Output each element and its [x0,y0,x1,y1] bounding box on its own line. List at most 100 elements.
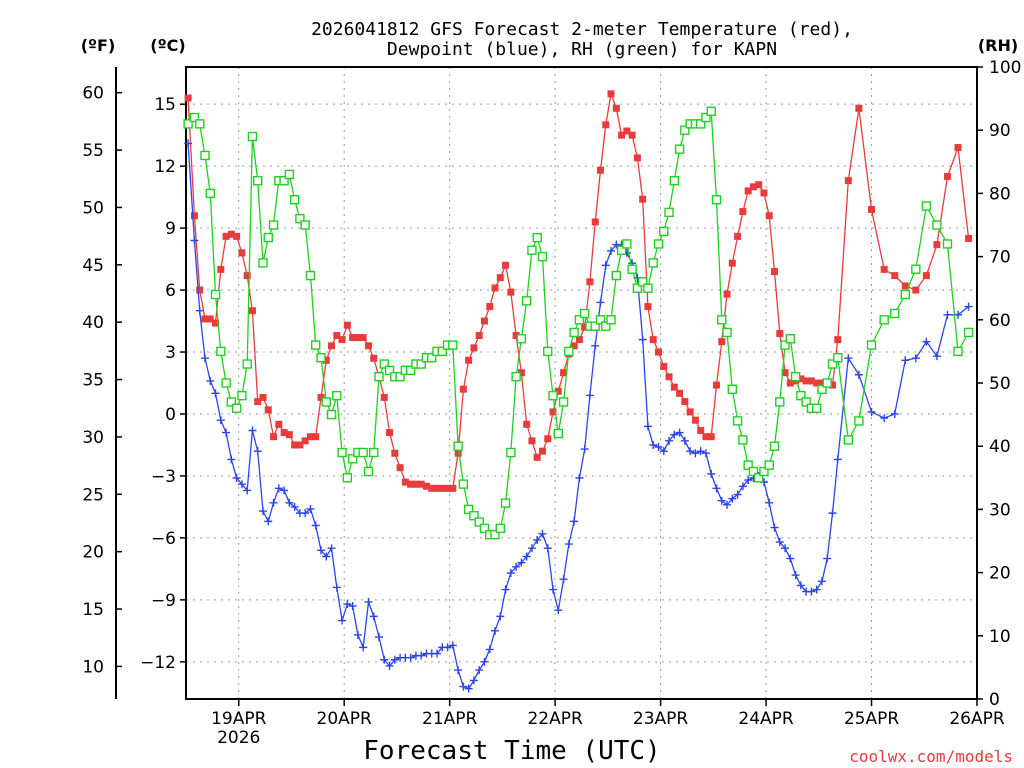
fahrenheit-axis: 60 55 50 45 40 35 30 25 20 15 10 [82,84,122,677]
2-meter-temperature-point [502,261,510,269]
celsius-tick-label: −9 [151,591,176,611]
relative-humidity-point [748,466,759,477]
dewpoint-point [369,612,378,621]
2-meter-temperature-point [586,278,594,286]
dewpoint-point [680,436,689,445]
2-meter-temperature-point [470,344,478,352]
2-meter-temperature-point [333,331,341,339]
relative-humidity-point [369,447,379,458]
dewpoint-point [744,476,753,485]
2-meter-temperature-point [554,387,562,395]
2-meter-temperature-point [206,315,214,323]
relative-humidity-point [727,384,738,395]
relative-humidity-point [237,390,247,401]
dewpoint-point [364,597,373,606]
dewpoint-point [485,645,494,654]
2-meter-temperature-point [943,172,951,180]
celsius-tick-label: 3 [165,343,176,363]
dewpoint-point [443,643,452,652]
relative-humidity-point [890,308,900,319]
2-meter-temperature-point [322,356,330,364]
2-meter-temperature-point [844,177,852,185]
time-tick-label: 21APR [422,709,478,729]
gridlines [186,67,977,699]
2-meter-temperature-point [665,373,673,381]
dewpoint-point [638,335,647,344]
rh-unit-label: (RH) [978,36,1018,55]
time-tick-label: 20APR [317,709,373,729]
2-meter-temperature-point [922,272,930,280]
dewpoint-point [380,655,389,664]
dewpoint-point [506,569,515,578]
relative-humidity-point [822,378,832,388]
2-meter-temperature-point [544,435,552,443]
2-meter-temperature-point [702,433,710,441]
dewpoint-point [686,447,695,456]
relative-humidity-point [231,403,242,413]
2-meter-temperature-point [965,234,973,242]
dewpoint-point [643,422,652,431]
2-meter-temperature-point [306,433,314,441]
dewpoint-line [187,143,969,690]
fahrenheit-tick-label: 10 [82,657,104,677]
relative-humidity-point [553,428,563,439]
2-meter-temperature-point [591,218,599,226]
rh-tick-label: 30 [989,500,1011,520]
relative-humidity-point [942,239,953,249]
dewpoint-point [454,666,463,675]
dewpoint-point [823,554,832,563]
dewpoint-point [227,455,236,464]
dewpoint-point [222,428,231,437]
2-meter-temperature-point [259,393,267,401]
2-meter-temperature-point [449,484,457,492]
2-meter-temperature-point [776,329,784,337]
2-meter-temperature-point [422,482,430,490]
dewpoint-point [290,502,299,511]
dewpoint-point [601,261,610,270]
2-meter-temperature-point [633,154,641,162]
dewpoint-point [517,558,526,567]
dewpoint-point [675,428,684,437]
dewpoint-point [922,337,931,346]
2-meter-temperature-point [623,127,631,135]
2-meter-temperature-point [248,307,256,315]
credit-link[interactable]: coolwx.com/models [849,747,1013,766]
relative-humidity-line [187,109,970,536]
dewpoint-point [216,416,225,425]
relative-humidity-point [606,315,616,325]
relative-humidity-point [247,131,258,142]
relative-humidity-point [395,371,405,382]
relative-humidity-point [785,334,796,344]
2-meter-temperature-point [771,267,779,275]
2-meter-temperature-point [227,230,235,238]
chart-title-line2: Dewpoint (blue), RH (green) for KAPN [387,39,777,60]
celsius-unit-label: (ºC) [150,36,185,55]
dewpoint-point [807,587,816,596]
dewpoint-point [237,480,246,489]
relative-humidity-point [347,454,358,464]
dewpoint-point [791,571,800,580]
dewpoint-point [353,630,362,639]
relative-humidity-point [632,283,643,293]
2-meter-temperature-point [465,356,473,364]
relative-humidity-point [253,176,263,186]
relative-humidity-point [532,232,542,243]
dewpoint-point [280,486,289,495]
dewpoint-point [786,554,795,563]
fahrenheit-tick-label: 55 [82,141,104,161]
relative-humidity-point [516,334,527,344]
2-meter-temperature-point [222,232,230,240]
dewpoint-point [385,661,394,670]
relative-humidity-point [732,416,743,426]
relative-humidity-point [337,447,347,458]
relative-humidity-point [463,504,474,515]
relative-humidity-point [537,251,548,262]
relative-humidity-point [490,529,500,540]
2-meter-temperature-point [797,375,805,383]
time-tick-label: 25APR [844,709,900,729]
dewpoint-point [522,552,531,561]
relative-humidity-point [601,321,611,331]
dewpoint-point [359,643,368,652]
2-meter-temperature-point [654,348,662,356]
